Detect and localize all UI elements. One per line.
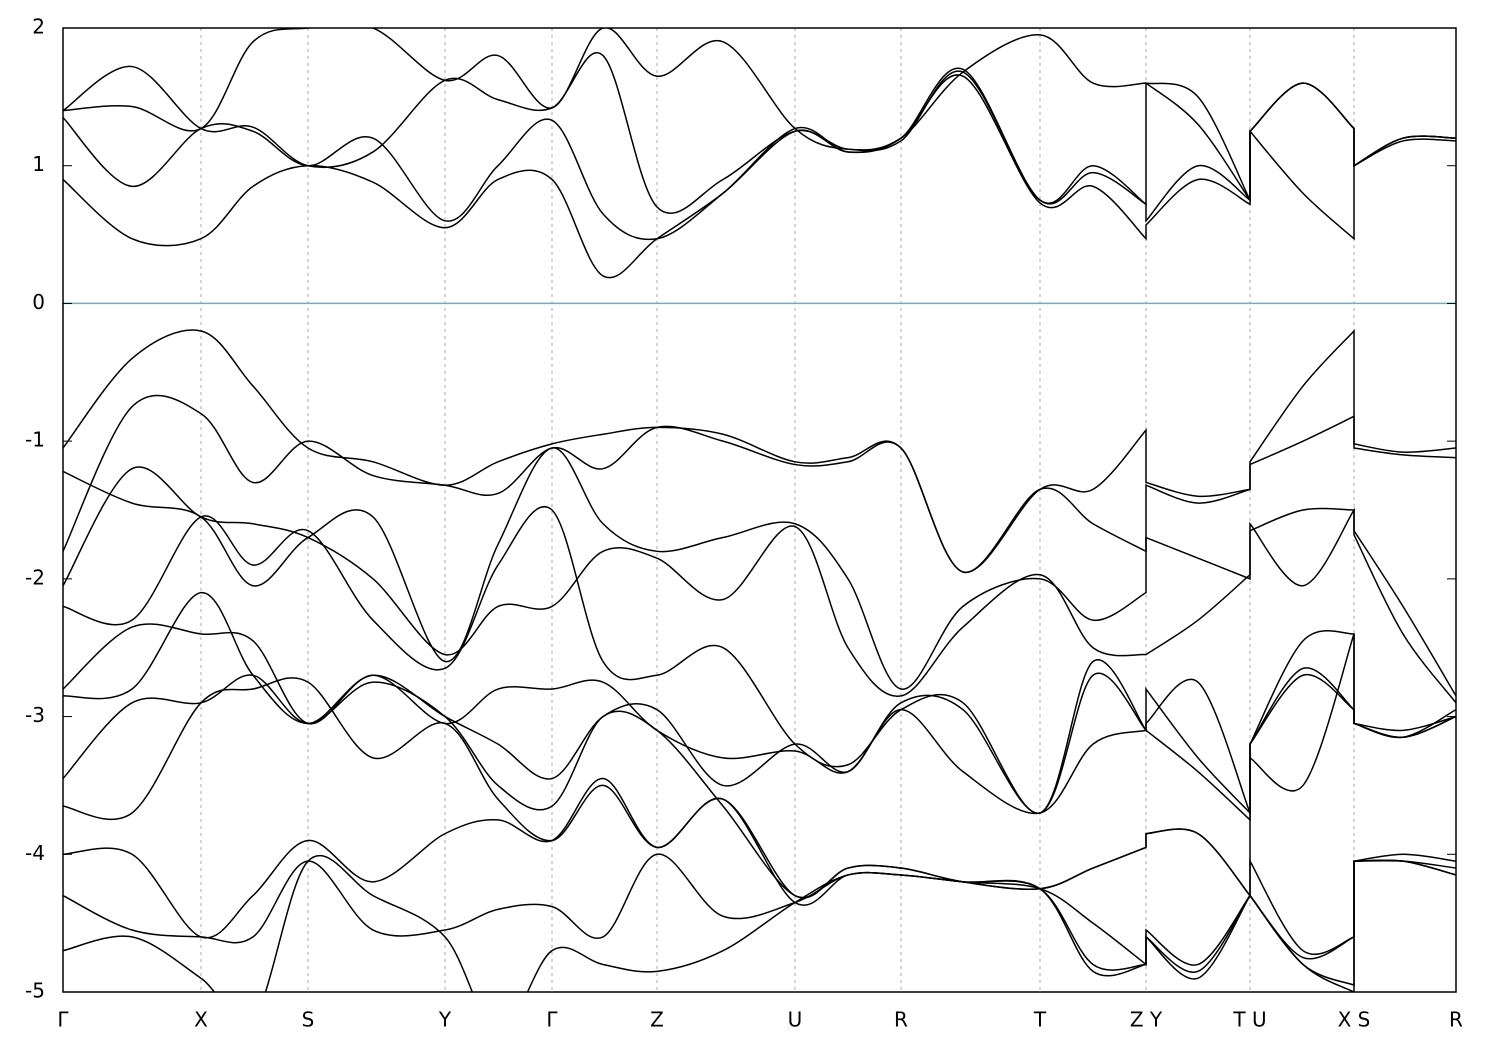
x-tick-label: T	[1033, 1008, 1047, 1032]
y-tick-label: 0	[32, 290, 45, 314]
band-line	[63, 447, 1456, 697]
x-tick-label: X	[194, 1008, 208, 1032]
y-tick-label: -4	[25, 841, 45, 865]
band-line	[63, 52, 1456, 215]
x-tick-label: S	[302, 1008, 315, 1032]
bands	[63, 28, 1456, 992]
band-line	[63, 394, 1456, 573]
plot-frame	[62, 27, 1457, 993]
grid	[63, 28, 1456, 992]
x-tick-label: U	[788, 1008, 803, 1032]
band-line	[63, 854, 1456, 992]
y-tick-label: -2	[25, 565, 45, 589]
band-line	[63, 633, 1456, 899]
x-tick-label: Z	[650, 1008, 664, 1032]
x-tick-label: T U	[1232, 1008, 1266, 1032]
x-tick-label: X S	[1338, 1008, 1371, 1032]
band-line	[63, 591, 1456, 815]
x-tick-label: R	[1449, 1008, 1463, 1032]
x-tick-label: Γ	[57, 1008, 69, 1032]
y-tick-label: 2	[32, 15, 45, 39]
labels: -5 -4 -3 -2 -1 0 1 2 Γ X S Y Γ Z U R T Z Y T U X S R	[25, 15, 1463, 1032]
x-tick-label: Z Y	[1130, 1008, 1163, 1032]
band-line	[63, 506, 1456, 814]
x-tick-label: Y	[438, 1008, 452, 1032]
x-tick-label: Γ	[546, 1008, 558, 1032]
x-tick-label: R	[894, 1008, 908, 1032]
y-tick-label: -5	[25, 979, 45, 1003]
y-tick-label: 1	[32, 152, 45, 176]
y-tick-label: -3	[25, 703, 45, 727]
band-line	[63, 466, 1456, 704]
y-tick-label: -1	[25, 428, 45, 452]
